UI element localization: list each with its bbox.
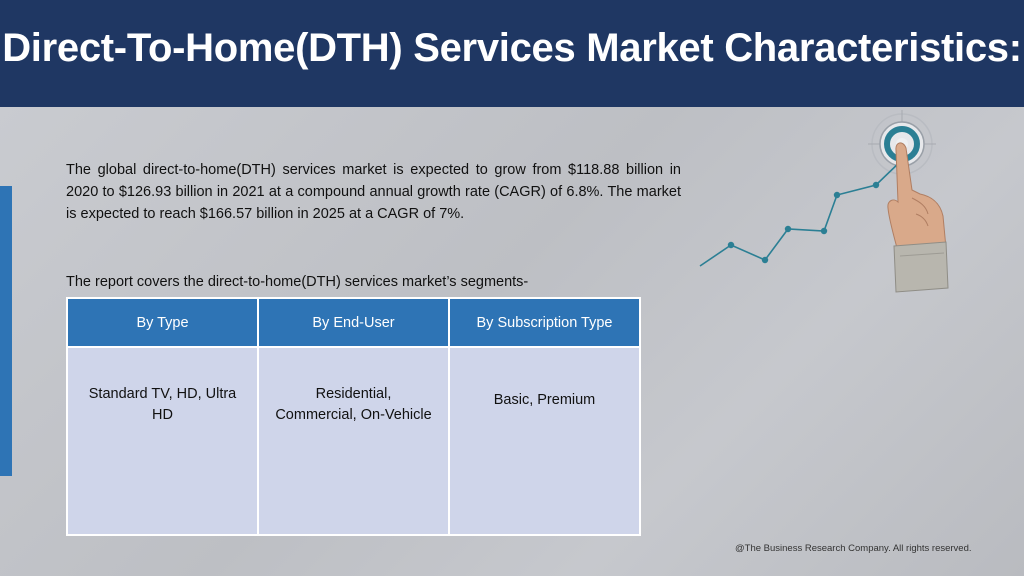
segments-table: By Type By End-User By Subscription Type… bbox=[66, 297, 641, 536]
table-header-row: By Type By End-User By Subscription Type bbox=[66, 297, 641, 348]
header-by-type: By Type bbox=[66, 297, 259, 348]
title-bar: Direct-To-Home(DTH) Services Market Char… bbox=[0, 0, 1024, 107]
market-summary-paragraph: The global direct-to-home(DTH) services … bbox=[66, 162, 681, 222]
hand-icon bbox=[887, 142, 949, 293]
growth-line-icon bbox=[699, 159, 903, 267]
header-by-end-user: By End-User bbox=[257, 297, 450, 348]
page-title: Direct-To-Home(DTH) Services Market Char… bbox=[2, 26, 1022, 70]
cell-type-values: Standard TV, HD, Ultra HD bbox=[66, 346, 259, 536]
side-accent-bar bbox=[0, 186, 12, 476]
header-by-subscription-type: By Subscription Type bbox=[448, 297, 641, 348]
cell-subscription-values: Basic, Premium bbox=[448, 346, 641, 536]
segments-intro: The report covers the direct-to-home(DTH… bbox=[66, 274, 529, 290]
table-row: Standard TV, HD, Ultra HD Residential, C… bbox=[66, 346, 641, 536]
hand-pointing-target-growth-chart-icon bbox=[699, 110, 949, 293]
cell-end-user-values: Residential, Commercial, On-Vehicle bbox=[257, 346, 450, 536]
copyright-footer: @The Business Research Company. All righ… bbox=[735, 543, 972, 554]
